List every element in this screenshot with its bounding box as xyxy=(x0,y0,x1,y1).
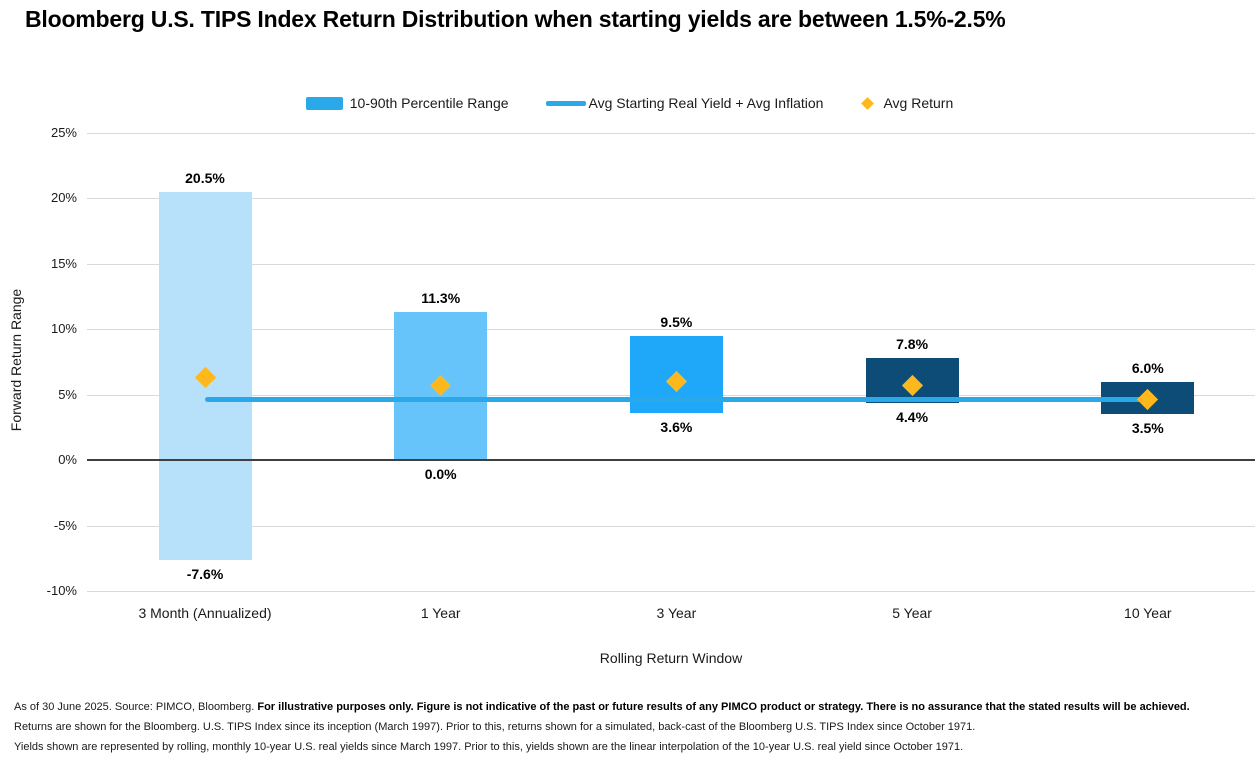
bar-high-label: 11.3% xyxy=(421,290,461,307)
bar-low-label: 3.6% xyxy=(660,419,693,436)
avg-yield-line-swatch-icon xyxy=(545,100,586,106)
gridline-15% xyxy=(87,263,1255,265)
y-tick-label: 20% xyxy=(50,190,77,206)
chart-title: Bloomberg U.S. TIPS Index Return Distrib… xyxy=(25,6,1006,32)
footnote-line-1: As of 30 June 2025. Source: PIMCO, Bloom… xyxy=(14,701,1190,713)
y-tick-label: 25% xyxy=(50,125,77,140)
bar-high-label: 9.5% xyxy=(660,313,693,330)
gridline--5% xyxy=(87,525,1255,527)
bar-high-label: 20.5% xyxy=(185,169,225,186)
legend-label: 10-90th Percentile Range xyxy=(349,95,509,111)
x-axis-label: 1 Year xyxy=(420,605,461,621)
y-tick-label: -5% xyxy=(53,517,77,533)
footnote-line-3: Yields shown are represented by rolling,… xyxy=(14,741,964,753)
bar-high-label: 7.8% xyxy=(896,336,929,353)
chart-legend: 10-90th Percentile Range Avg Starting Re… xyxy=(0,92,1259,114)
y-axis-ticks: 25% 20% 15% 10% 5% 0% -5% -10% xyxy=(28,125,77,598)
bar-low-label: 3.5% xyxy=(1131,420,1164,437)
zero-axis-line xyxy=(87,459,1255,462)
y-axis-title: Forward Return Range xyxy=(8,288,24,432)
bar-low-label: 4.4% xyxy=(896,408,929,425)
legend-item-avg-yield-line: Avg Starting Real Yield + Avg Inflation xyxy=(545,95,824,111)
x-axis-title: Rolling Return Window xyxy=(599,650,743,666)
bar-low-label: 0.0% xyxy=(424,466,457,483)
x-axis-label: 3 Year xyxy=(656,605,697,621)
gridline--10% xyxy=(87,591,1255,592)
plot-area: 20.5% -7.6% 11.3% 0.0% 9.5% 3.6% 7.8% 4.4% 6.0% 3… xyxy=(87,133,1255,666)
x-axis-label: 3 Month (Annualized) xyxy=(138,605,272,621)
footnote: As of 30 June 2025. Source: PIMCO, Bloom… xyxy=(14,697,1252,757)
y-tick-label: 10% xyxy=(50,321,77,337)
gridline-25% xyxy=(87,133,1255,134)
y-tick-label: 15% xyxy=(50,255,77,271)
legend-item-avg-return: Avg Return xyxy=(860,95,953,111)
bar-low-label: -7.6% xyxy=(186,565,224,582)
y-tick-label: 0% xyxy=(58,452,77,468)
percentile-range-swatch-icon xyxy=(305,96,343,110)
x-axis-label: 10 Year xyxy=(1124,605,1172,621)
x-axis-label: 5 Year xyxy=(892,605,932,621)
bar-high-label: 6.0% xyxy=(1131,359,1164,376)
legend-item-percentile-range: 10-90th Percentile Range xyxy=(305,95,509,111)
legend-label: Avg Return xyxy=(883,95,954,111)
y-tick-label: 5% xyxy=(58,386,77,402)
footnote-line-2: Returns are shown for the Bloomberg. U.S… xyxy=(14,721,976,733)
avg-return-diamond-icon xyxy=(861,96,875,110)
avg-yield-inflation-line xyxy=(205,397,1148,403)
legend-label: Avg Starting Real Yield + Avg Inflation xyxy=(588,95,824,111)
gridline-20% xyxy=(87,198,1255,200)
y-tick-label: -10% xyxy=(46,583,77,598)
gridline-10% xyxy=(87,329,1255,331)
